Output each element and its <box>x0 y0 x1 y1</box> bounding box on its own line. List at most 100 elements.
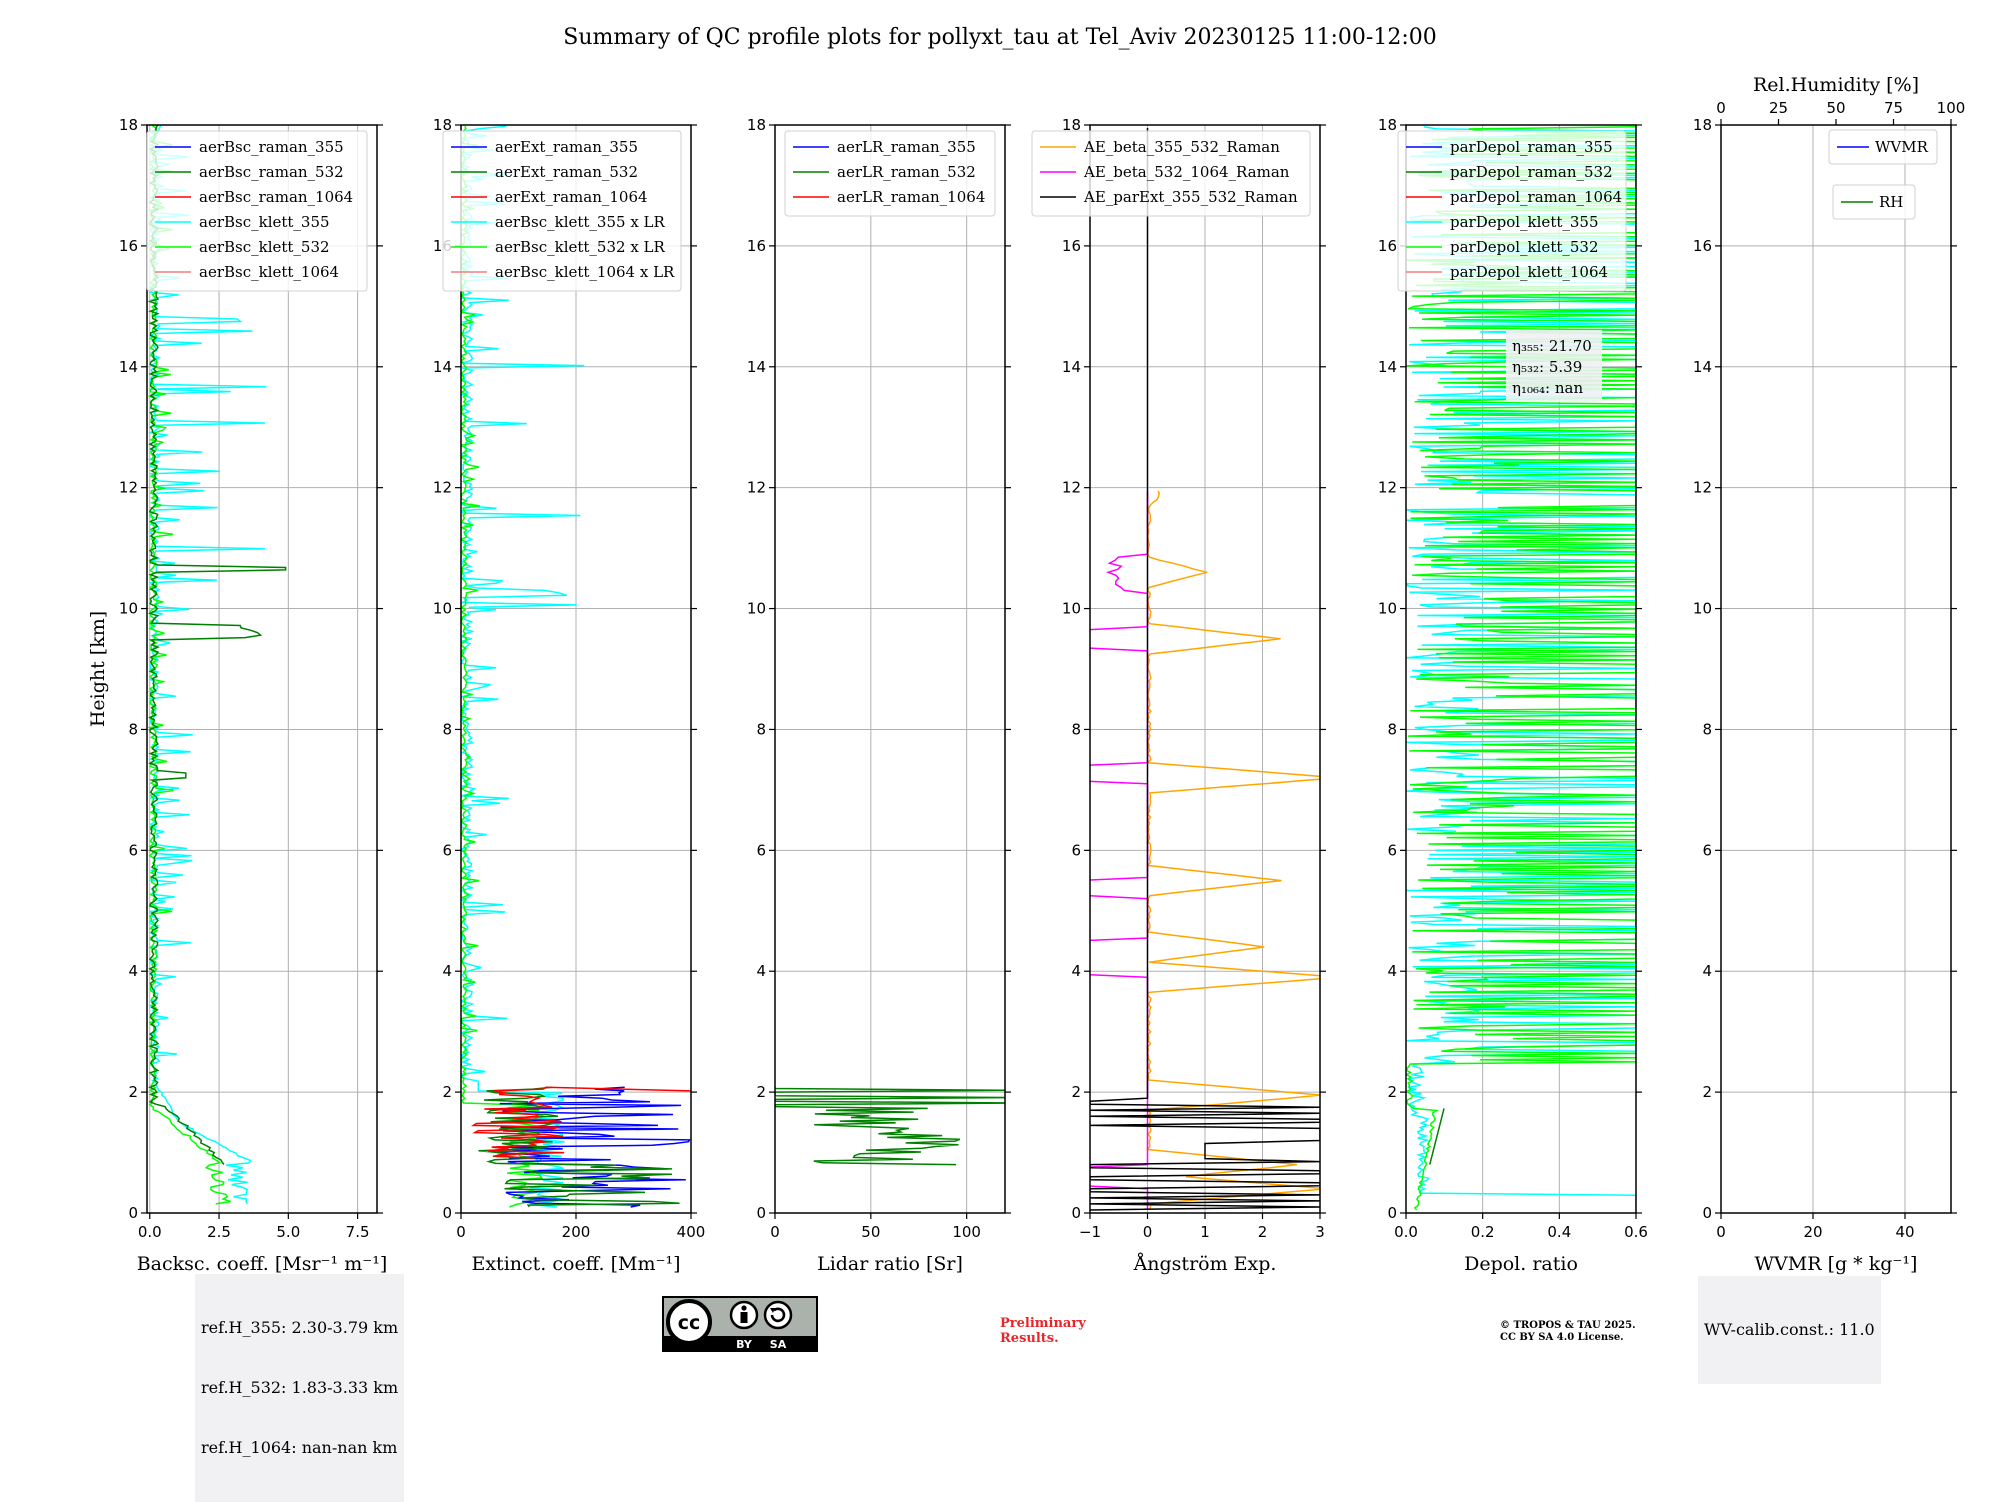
ytick-label-4: 4 <box>756 962 766 980</box>
lidar_ratio-xlabel: Lidar ratio [Sr] <box>817 1253 963 1275</box>
bsc-raman-532-line <box>147 125 287 1166</box>
ytick-label-14: 14 <box>1378 358 1397 376</box>
ext-raman-1064-line <box>470 1086 691 1159</box>
legend-label-1: aerLR_raman_532 <box>837 163 976 181</box>
legend-label-1: aerBsc_raman_532 <box>199 163 344 181</box>
qc-profile-figure: Summary of QC profile plots for pollyxt_… <box>87 25 1965 1275</box>
ytick-label-4: 4 <box>1071 962 1081 980</box>
legend-label-rh: RH <box>1879 193 1903 211</box>
ref-height-532: ref.H_532: 1.83-3.33 km <box>201 1378 399 1397</box>
ref-height-355: ref.H_355: 2.30-3.79 km <box>201 1318 399 1337</box>
legend-label-1: parDepol_raman_532 <box>1450 163 1613 181</box>
panel-depol: 0 2 4 6 8 10 12 14 16 18 0.0 0.2 0.4 0.6 Depol. ratio p… <box>1378 116 1648 1275</box>
ytick-label-2: 2 <box>1702 1083 1712 1101</box>
legend-label-2: aerLR_raman_1064 <box>837 188 985 206</box>
ytick-label-4: 4 <box>1387 962 1397 980</box>
depol-series <box>1406 126 1636 1211</box>
ytick-label-8: 8 <box>1387 720 1397 738</box>
ytick-label-18: 18 <box>1062 116 1081 134</box>
depol-klett-532-line <box>1406 126 1636 1211</box>
wvmr-frame <box>1720 124 1952 1214</box>
badge-by-label: BY <box>736 1338 753 1351</box>
lidar_ratio-frame <box>774 124 1006 1214</box>
ytick-label-12: 12 <box>1378 479 1397 497</box>
xtick-label-2: 40 <box>1895 1223 1914 1241</box>
legend-label-5: parDepol_klett_1064 <box>1450 263 1608 281</box>
ytick-label-6: 6 <box>1071 841 1081 859</box>
ytick-label-2: 2 <box>1387 1083 1397 1101</box>
ytick-label-16: 16 <box>1062 237 1081 255</box>
legend-label-0: parDepol_raman_355 <box>1450 138 1613 156</box>
legend-label-1: aerExt_raman_532 <box>495 163 638 181</box>
ytick-label-0: 0 <box>128 1204 138 1222</box>
legend-label-wvmr: WVMR <box>1875 138 1929 156</box>
ytick-label-8: 8 <box>756 720 766 738</box>
legend-label-0: aerBsc_raman_355 <box>199 138 344 156</box>
ext-klett-355-line <box>461 125 585 1208</box>
legend-label-4: aerBsc_klett_532 x LR <box>495 238 666 256</box>
xtick-label-0: 0.0 <box>1394 1223 1418 1241</box>
ytick-label-14: 14 <box>1693 358 1712 376</box>
xtick-label-1: 0 <box>1143 1223 1153 1241</box>
ae-beta-355-532-line <box>1145 490 1320 1211</box>
xtick-label-2: 0.4 <box>1547 1223 1571 1241</box>
xtick-label-4: 3 <box>1315 1223 1325 1241</box>
ytick-label-8: 8 <box>1702 720 1712 738</box>
ytick-label-4: 4 <box>128 962 138 980</box>
ae-parext-line <box>1090 128 1320 1211</box>
legend-box-lidar_ratio <box>784 130 996 217</box>
ytick-label-2: 2 <box>442 1083 452 1101</box>
backscatter-series <box>147 125 287 1205</box>
xtick-label-3: 0.6 <box>1624 1223 1648 1241</box>
ytick-label-16: 16 <box>1693 237 1712 255</box>
xtick-label-1: 2.5 <box>207 1223 231 1241</box>
svg-text:cc: cc <box>678 1312 701 1334</box>
legend-label-1: AE_beta_532_1064_Raman <box>1083 163 1290 181</box>
share-alike-icon <box>763 1300 793 1330</box>
eta-label-2: η₁₀₆₄: nan <box>1512 379 1583 397</box>
y-axis-label: Height [km] <box>87 611 109 727</box>
ytick-label-10: 10 <box>119 600 138 618</box>
legend-angstrom: AE_beta_355_532_Raman AE_beta_532_1064_Ra… <box>1031 130 1311 217</box>
xtick-label-3: 2 <box>1258 1223 1268 1241</box>
xtick-label-0: −1 <box>1079 1223 1101 1241</box>
ytick-label-18: 18 <box>433 116 452 134</box>
legend-label-4: aerBsc_klett_532 <box>199 238 330 256</box>
ytick-label-10: 10 <box>1693 600 1712 618</box>
ytick-label-14: 14 <box>747 358 766 376</box>
legend-label-0: aerExt_raman_355 <box>495 138 638 156</box>
xtick-label-1: 20 <box>1803 1223 1822 1241</box>
ytick-label-14: 14 <box>1062 358 1081 376</box>
xtick-label-2: 5.0 <box>276 1223 300 1241</box>
reference-height-box: ref.H_355: 2.30-3.79 km ref.H_532: 1.83-… <box>195 1274 405 1502</box>
bsc-klett-532-line <box>147 125 231 1205</box>
ytick-label-12: 12 <box>433 479 452 497</box>
legend-label-4: parDepol_klett_532 <box>1450 238 1599 256</box>
backscatter-xlabel: Backsc. coeff. [Msr⁻¹ m⁻¹] <box>137 1253 388 1275</box>
backscatter-frame <box>146 124 378 1214</box>
legend-label-2: aerExt_raman_1064 <box>495 188 648 206</box>
ext-klett-532-line <box>461 125 546 1208</box>
badge-sa-label: SA <box>770 1338 787 1351</box>
ytick-label-10: 10 <box>433 600 452 618</box>
ytick-label-4: 4 <box>442 962 452 980</box>
ytick-label-0: 0 <box>756 1204 766 1222</box>
panel-backscatter: 0 2 4 6 8 10 12 14 16 18 0.0 2.5 5.0 7.5 Backsc. coeff… <box>119 116 387 1275</box>
legend-label-0: AE_beta_355_532_Raman <box>1083 138 1280 156</box>
legend-box-backscatter <box>146 130 368 292</box>
panel-lidar_ratio: 0 2 4 6 8 10 12 14 16 18 0 50 100 Lidar ratio [Sr] aer… <box>747 116 1011 1275</box>
legend-wvmr: WVMR <box>1828 129 1938 165</box>
ytick-label-12: 12 <box>1693 479 1712 497</box>
legend-label-2: aerBsc_raman_1064 <box>199 188 353 206</box>
preliminary-line-1: Preliminary <box>1000 1316 1086 1331</box>
ytick-label-12: 12 <box>747 479 766 497</box>
legend-label-3: aerBsc_klett_355 x LR <box>495 213 666 231</box>
ytick-label-6: 6 <box>1387 841 1397 859</box>
legend-label-3: parDepol_klett_355 <box>1450 213 1599 231</box>
ytick-label-10: 10 <box>1062 600 1081 618</box>
ytick-label-12: 12 <box>119 479 138 497</box>
ytick-label-10: 10 <box>747 600 766 618</box>
legend-box-depol <box>1397 130 1627 292</box>
ytick-label-2: 2 <box>1071 1083 1081 1101</box>
